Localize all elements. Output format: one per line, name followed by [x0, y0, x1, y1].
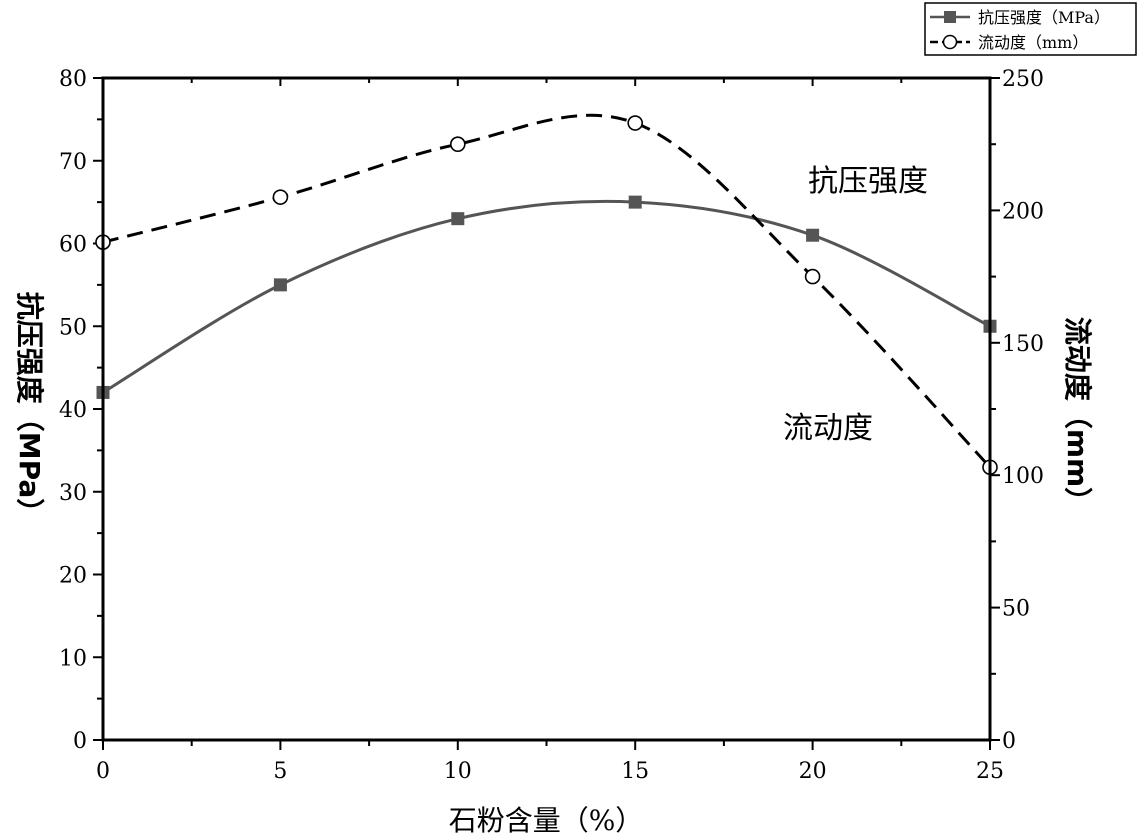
y-right-tick-label: 50	[1002, 597, 1030, 622]
data-point-flow	[804, 268, 821, 285]
y-right-tick-label: 0	[1002, 729, 1016, 754]
x-tick-label: 20	[799, 759, 827, 784]
x-axis-title: 石粉含量（%）	[449, 804, 644, 837]
y-right-tick-label: 250	[1002, 67, 1044, 92]
tick-labels: 0 5 10 15 20 25010203040506070800501001502002…	[59, 67, 1044, 784]
y-left-tick-label: 10	[59, 646, 87, 671]
series-layer	[102, 113, 992, 469]
y-left-axis-title: 抗压强度（MPa）	[13, 292, 46, 527]
x-tick-label: 10	[444, 759, 472, 784]
y-left-tick-label: 70	[59, 150, 87, 175]
data-point-strength	[806, 228, 820, 242]
annotation-flow: 流动度	[783, 411, 873, 446]
y-left-tick-label: 0	[73, 729, 87, 754]
plot-frame	[101, 76, 992, 742]
legend-label-flow: 流动度（mm）	[978, 33, 1088, 52]
legend-marker-flow	[942, 34, 958, 50]
legend-marker-strength	[944, 11, 956, 23]
data-point-strength	[451, 212, 465, 226]
annotation-strength: 抗压强度	[808, 164, 928, 199]
y-left-tick-label: 40	[59, 398, 87, 423]
y-left-tick-label: 20	[59, 564, 87, 589]
x-tick-label: 5	[273, 759, 287, 784]
series-line-0	[102, 199, 991, 394]
x-tick-label: 0	[96, 759, 110, 784]
y-left-tick-label: 50	[59, 315, 87, 340]
y-right-tick-label: 100	[1002, 464, 1044, 489]
data-point-flow	[449, 136, 466, 152]
y-right-axis-title: 流动度（mm）	[1061, 317, 1094, 515]
y-left-tick-label: 30	[59, 481, 87, 506]
data-point-strength	[628, 195, 642, 209]
data-point-flow	[627, 115, 644, 131]
y-left-tick-label: 60	[59, 233, 87, 258]
legend-box	[924, 2, 1137, 56]
data-point-flow	[272, 189, 289, 205]
y-right-tick-label: 150	[1002, 332, 1044, 357]
x-tick-label: 25	[976, 759, 1004, 784]
y-right-tick-label: 200	[1002, 199, 1044, 224]
legend: 抗压强度（MPa） 流动度（mm）	[924, 2, 1137, 56]
x-tick-label: 15	[621, 759, 649, 784]
data-point-strength	[273, 278, 287, 292]
legend-label-strength: 抗压强度（MPa）	[978, 8, 1110, 27]
y-left-tick-label: 80	[59, 67, 87, 92]
